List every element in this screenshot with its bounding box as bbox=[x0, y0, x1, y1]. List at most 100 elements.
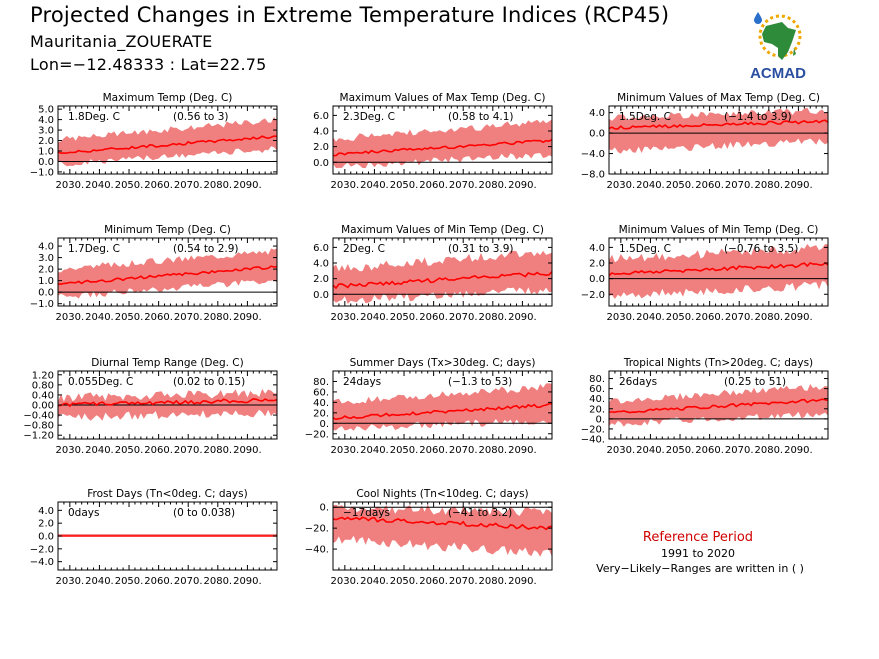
y-tick-label: −1.0 bbox=[30, 299, 54, 310]
x-tick-label: 2090. bbox=[233, 445, 262, 456]
y-tick-label: −20. bbox=[581, 424, 605, 435]
station-coordinates: Lon=−12.48333 : Lat=22.75 bbox=[30, 55, 267, 74]
x-tick-label: 2080. bbox=[478, 180, 507, 191]
panel-value: 2.3Deg. C bbox=[343, 111, 395, 123]
panel-title: Diurnal Temp Range (Deg. C) bbox=[91, 357, 243, 369]
plot-frame bbox=[332, 370, 553, 440]
plot-frame bbox=[57, 237, 278, 307]
reference-period-years: 1991 to 2020 bbox=[660, 547, 736, 560]
y-tick-label: 0.0 bbox=[313, 290, 329, 301]
y-tick-label: 0.0 bbox=[38, 532, 54, 543]
x-tick-label: 2030. bbox=[56, 180, 85, 191]
chart-panel: −40.−20.0.20.40.60.80. 2030. 2040. 2050. 206… bbox=[581, 357, 829, 456]
page-title: Projected Changes in Extreme Temperature… bbox=[30, 3, 670, 27]
x-tick-label: 2070. bbox=[174, 445, 203, 456]
panel-range: (0.58 to 4.1) bbox=[448, 111, 514, 123]
x-tick-label: 2070. bbox=[449, 180, 478, 191]
x-tick-label: 2040. bbox=[85, 312, 114, 323]
x-tick-label: 2030. bbox=[331, 312, 360, 323]
panel-title: Summer Days (Tx>30deg. C; days) bbox=[350, 357, 536, 369]
panel-range: (−1.4 to 3.9) bbox=[724, 111, 792, 123]
panel-title: Tropical Nights (Tn>20deg. C; days) bbox=[623, 357, 813, 369]
y-tick-label: −20. bbox=[305, 524, 329, 535]
y-tick-label: 6.0 bbox=[313, 243, 329, 254]
y-tick-label: 0.80 bbox=[32, 380, 54, 391]
panel-title: Cool Nights (Tn<10deg. C; days) bbox=[356, 488, 528, 500]
x-tick-label: 2080. bbox=[478, 576, 507, 587]
x-tick-label: 2080. bbox=[203, 180, 232, 191]
x-tick-label: 2070. bbox=[725, 445, 754, 456]
panel-value: 26days bbox=[619, 376, 657, 388]
panel-title: Maximum Values of Max Temp (Deg. C) bbox=[340, 92, 546, 104]
y-tick-label: 60. bbox=[589, 384, 605, 395]
x-tick-label: 2050. bbox=[390, 445, 419, 456]
x-tick-label: 2070. bbox=[174, 312, 203, 323]
x-tick-label: 2040. bbox=[636, 180, 665, 191]
plot-frame bbox=[608, 370, 829, 440]
y-tick-label: 0.40 bbox=[32, 390, 54, 401]
y-tick-label: 20. bbox=[589, 404, 605, 415]
y-tick-label: −2.0 bbox=[581, 290, 605, 301]
plot-frame bbox=[608, 237, 829, 307]
panel-title: Maximum Temp (Deg. C) bbox=[103, 92, 233, 104]
y-tick-label: 0.0 bbox=[589, 129, 605, 140]
x-tick-label: 2080. bbox=[203, 576, 232, 587]
median-line bbox=[57, 135, 278, 154]
x-tick-label: 2060. bbox=[144, 312, 173, 323]
x-tick-label: 2090. bbox=[508, 180, 537, 191]
x-tick-label: 2050. bbox=[390, 180, 419, 191]
x-tick-label: 2050. bbox=[115, 312, 144, 323]
likely-range-band bbox=[58, 116, 277, 167]
panel-value: 24days bbox=[343, 376, 381, 388]
y-tick-label: −20. bbox=[305, 429, 329, 440]
x-tick-label: 2070. bbox=[174, 576, 203, 587]
x-tick-label: 2090. bbox=[508, 576, 537, 587]
panel-range: (0.56 to 3) bbox=[173, 111, 228, 123]
panel-value: 2Deg. C bbox=[343, 243, 385, 255]
y-tick-label: 1.0 bbox=[38, 146, 54, 157]
likely-range-band bbox=[333, 119, 552, 169]
x-tick-label: 2030. bbox=[56, 576, 85, 587]
x-tick-label: 2040. bbox=[360, 445, 389, 456]
x-tick-label: 2030. bbox=[331, 180, 360, 191]
panel-value: 1.8Deg. C bbox=[68, 111, 120, 123]
chart-panel: −40. −20. 0. 2030. 2040. 2050. 2060. 2070. 2080.… bbox=[305, 488, 553, 587]
y-tick-label: 2.0 bbox=[38, 519, 54, 530]
median-line bbox=[608, 119, 829, 130]
y-tick-label: 4.0 bbox=[589, 108, 605, 119]
x-tick-label: 2050. bbox=[390, 576, 419, 587]
x-tick-label: 2070. bbox=[725, 180, 754, 191]
x-tick-label: 2050. bbox=[666, 180, 695, 191]
logo-text: ACMAD bbox=[750, 65, 806, 82]
panel-title: Minimum Values of Min Temp (Deg. C) bbox=[619, 224, 819, 236]
y-tick-label: 0.0 bbox=[589, 274, 605, 285]
x-tick-label: 2060. bbox=[144, 576, 173, 587]
y-tick-label: −40. bbox=[305, 545, 329, 556]
median-line bbox=[608, 261, 829, 277]
y-tick-label: 1.20 bbox=[32, 370, 54, 381]
y-tick-label: 4.0 bbox=[313, 259, 329, 270]
y-tick-label: 0. bbox=[595, 414, 605, 425]
x-tick-label: 2060. bbox=[419, 445, 448, 456]
y-tick-label: −2.0 bbox=[30, 544, 54, 555]
x-tick-label: 2040. bbox=[85, 180, 114, 191]
x-tick-label: 2030. bbox=[331, 576, 360, 587]
panel-value: 1.5Deg. C bbox=[619, 243, 671, 255]
y-tick-label: −8.0 bbox=[581, 170, 605, 181]
panel-range: (0 to 0.038) bbox=[173, 507, 235, 519]
x-tick-label: 2050. bbox=[666, 445, 695, 456]
x-tick-label: 2080. bbox=[478, 312, 507, 323]
x-tick-label: 2040. bbox=[85, 445, 114, 456]
y-tick-label: 5.0 bbox=[38, 105, 54, 116]
x-tick-label: 2040. bbox=[636, 312, 665, 323]
panel-title: Minimum Temp (Deg. C) bbox=[104, 224, 231, 236]
x-tick-label: 2080. bbox=[203, 312, 232, 323]
y-tick-label: 0. bbox=[319, 503, 329, 514]
panel-value: 1.5Deg. C bbox=[619, 111, 671, 123]
y-tick-label: −1.20 bbox=[23, 431, 54, 442]
median-line bbox=[609, 398, 829, 414]
panel-title: Frost Days (Tn<0deg. C; days) bbox=[87, 488, 247, 500]
chart-panel: −1.00.01.02.03.04.05.0 2030. 2040. 2050. 206… bbox=[30, 92, 278, 191]
panel-range: (0.54 to 2.9) bbox=[173, 243, 239, 255]
